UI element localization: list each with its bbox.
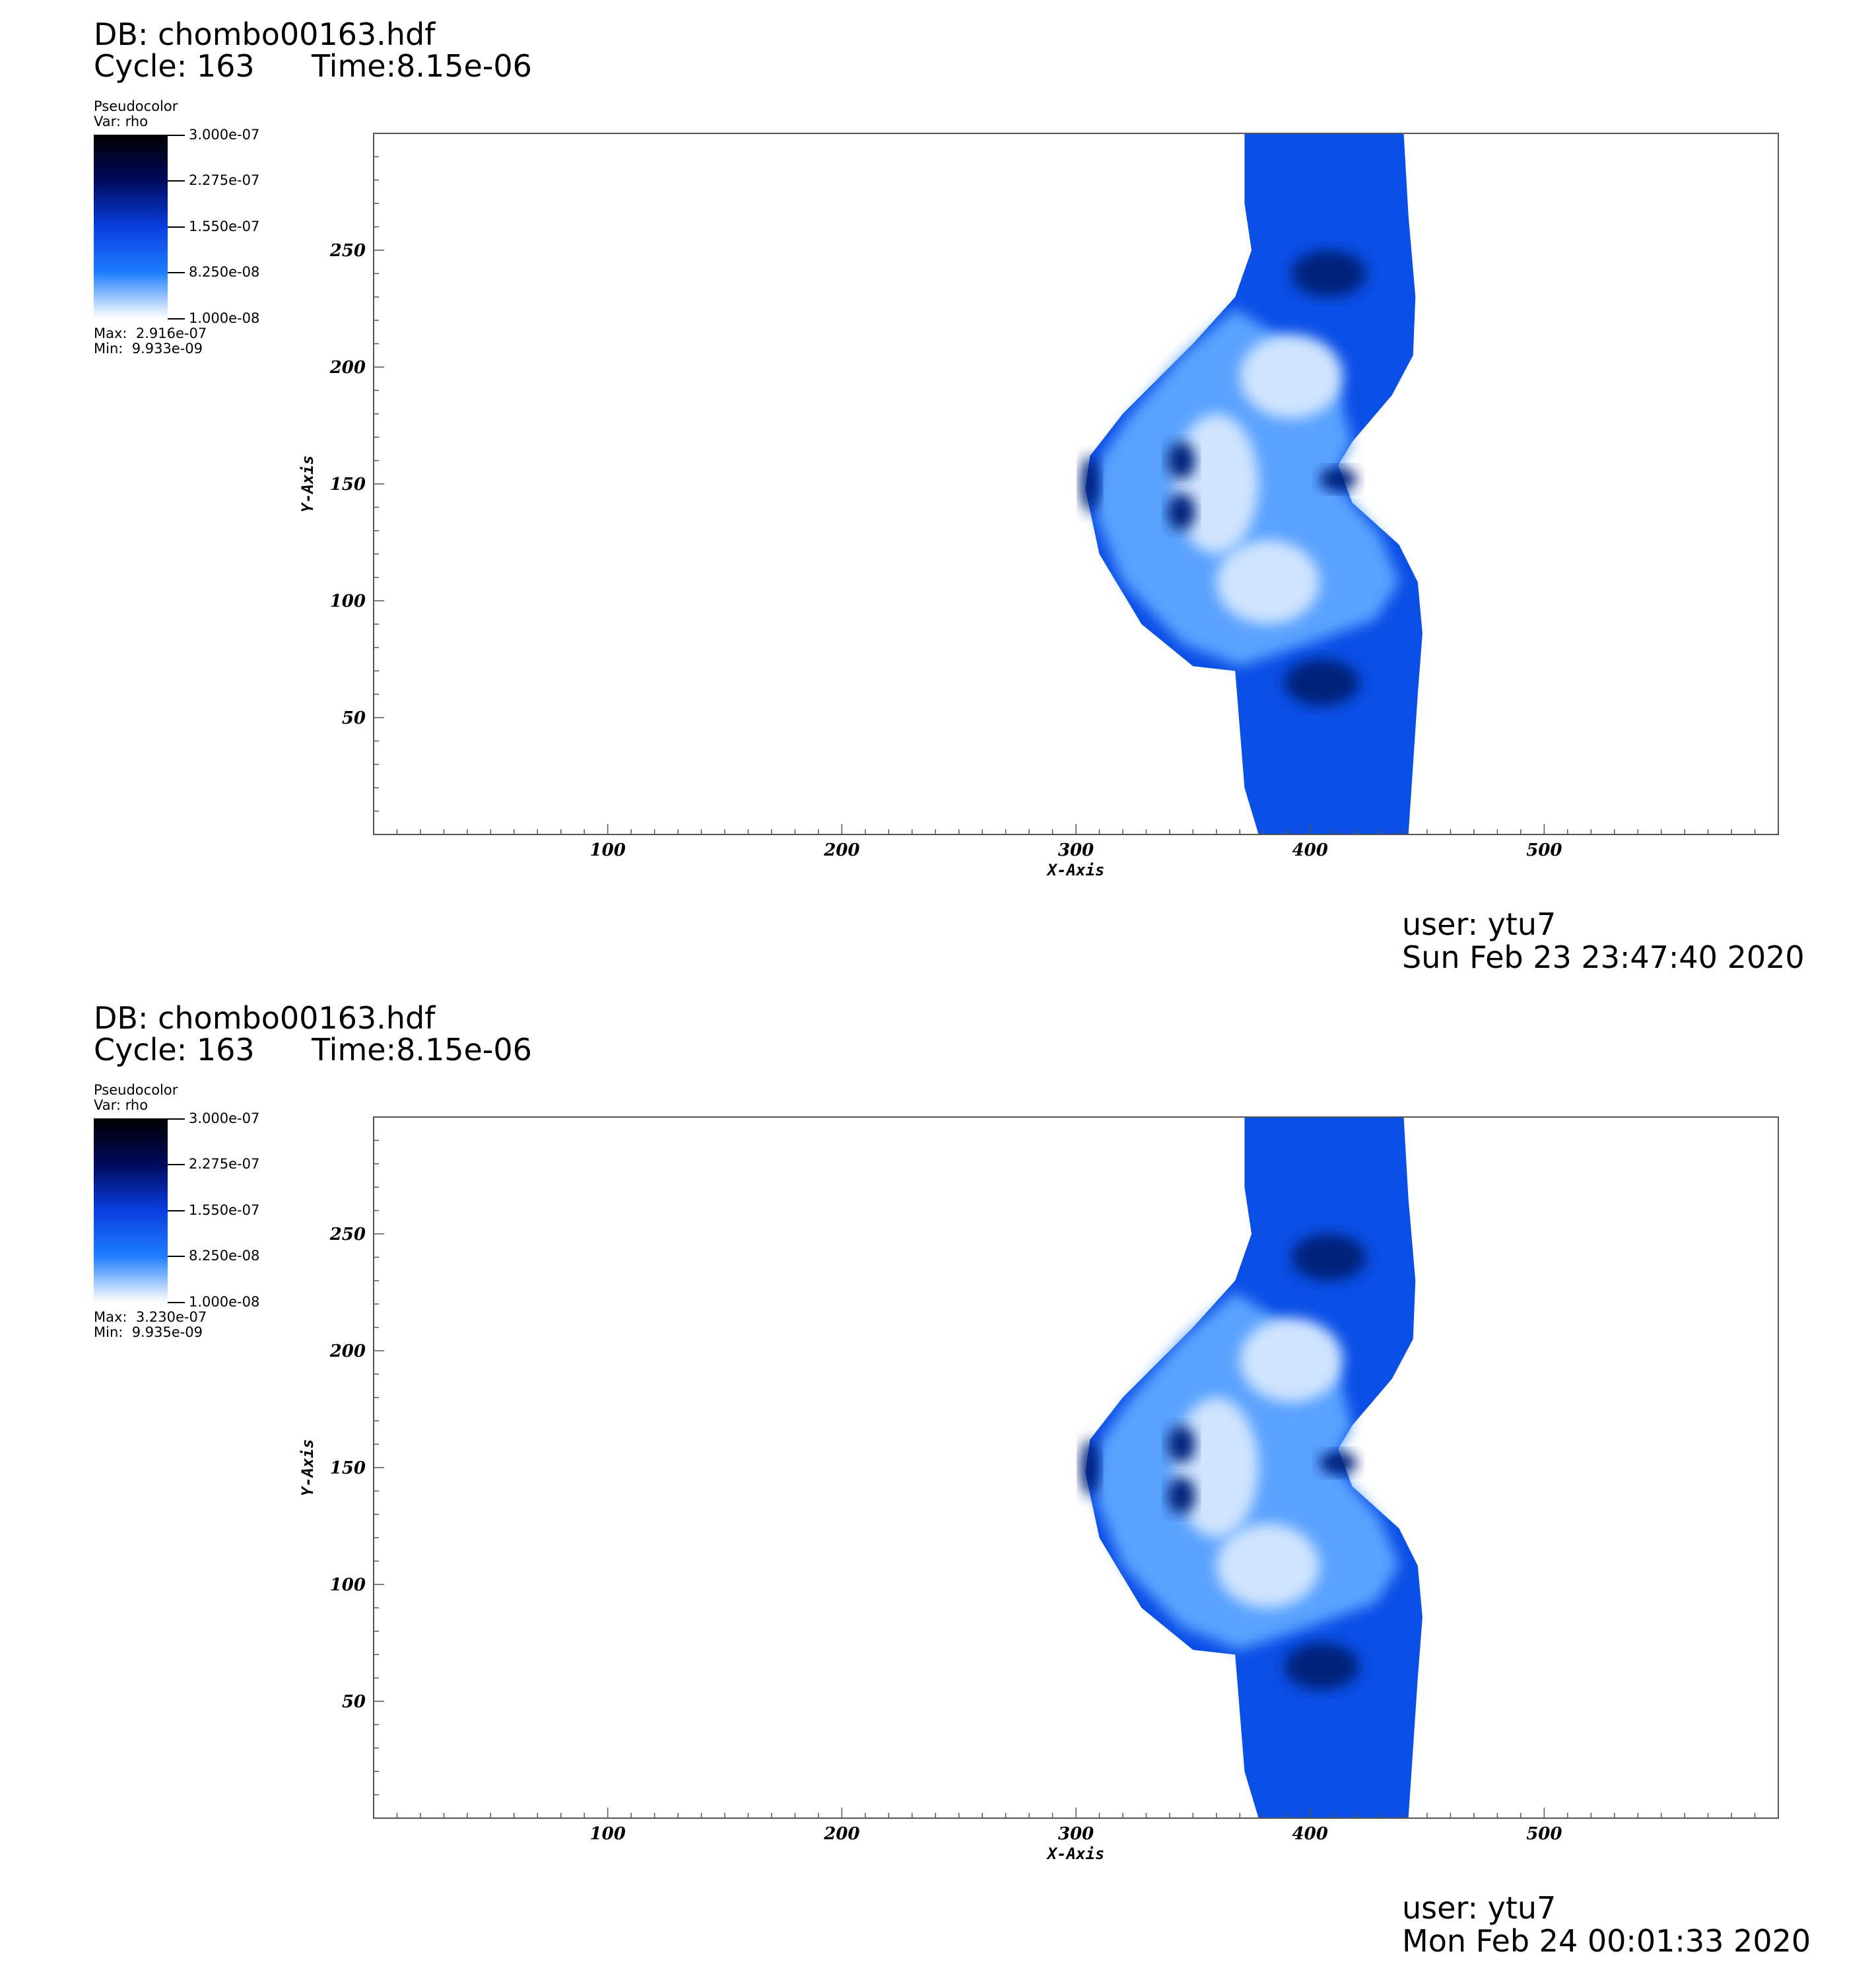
low-density-spot [1216, 1523, 1320, 1608]
x-tick-label: 400 [1292, 1824, 1328, 1844]
low-density-spot [1216, 539, 1320, 625]
high-density-core [1167, 1425, 1195, 1463]
max-value: Max: 2.916e-07 [94, 325, 207, 341]
colorbar-tick-label: 1.000e-08 [189, 1294, 260, 1310]
y-axis-title: Y-Axis [298, 1439, 317, 1497]
y-tick-label: 250 [329, 1225, 366, 1244]
x-tick-label: 300 [1058, 1824, 1094, 1844]
y-tick-label: 150 [330, 1458, 366, 1478]
y-tick-label: 50 [342, 1692, 366, 1712]
low-density-spot [1174, 1397, 1259, 1538]
plot-area: 100 200 300 400 500 50 100 150 200 250 X-Axis Y-Axi… [298, 133, 1779, 879]
date-label: Mon Feb 24 00:01:33 2020 [1402, 1923, 1811, 1959]
density-field [1081, 1117, 1423, 1818]
colorbar [94, 135, 168, 318]
colorbar-ticks: 3.000e-07 2.275e-07 1.550e-07 8.250e-08 … [168, 1110, 300, 1310]
plot-area: 100 200 300 400 500 50 100 150 200 250 X-Axis Y-Axi… [298, 1116, 1779, 1863]
time-value: Time:8.15e-06 [312, 1032, 532, 1068]
colorbar [94, 1118, 168, 1302]
high-density-core [1167, 442, 1195, 479]
database-name: DB: chombo00163.hdf [94, 17, 436, 52]
cycle-value: Cycle: 163 [94, 1032, 255, 1068]
time-value: Time:8.15e-06 [312, 48, 532, 84]
y-tick-label: 250 [329, 241, 366, 261]
high-density-core [1081, 456, 1100, 512]
y-tick-label: 50 [342, 708, 366, 728]
user-label: user: ytu7 [1402, 906, 1557, 942]
plot-panel-2: DB: chombo00163.hdf Cycle: 163 Time:8.15e… [0, 984, 1876, 1967]
high-density-core [1167, 1477, 1195, 1514]
high-density-core [1319, 1451, 1357, 1475]
legend-title: Pseudocolor [94, 1082, 178, 1098]
x-axis-title: X-Axis [1046, 861, 1105, 879]
x-tick-label: 100 [590, 1824, 626, 1844]
low-density-spot [1240, 334, 1343, 419]
y-tick-label: 150 [330, 475, 366, 494]
x-tick-label: 200 [823, 1824, 859, 1844]
colorbar-tick-label: 1.550e-07 [189, 1202, 260, 1218]
x-tick-label: 500 [1526, 840, 1562, 860]
cycle-label: Cycle: 163 Time:8.15e-06 [94, 48, 532, 84]
cycle-value: Cycle: 163 [94, 48, 255, 84]
x-tick-label: 500 [1526, 1824, 1562, 1844]
x-tick-label: 400 [1292, 840, 1328, 860]
colorbar-tick-label: 3.000e-07 [189, 1110, 260, 1126]
high-density-core [1167, 493, 1195, 531]
y-tick-label: 100 [330, 1575, 366, 1595]
colorbar-tick-label: 2.275e-07 [189, 172, 260, 188]
high-density-core [1081, 1439, 1100, 1496]
y-tick-label: 200 [329, 358, 366, 378]
high-density-core [1284, 659, 1360, 706]
date-label: Sun Feb 23 23:47:40 2020 [1402, 939, 1805, 975]
min-value: Min: 9.935e-09 [94, 1324, 203, 1340]
plot-frame [373, 133, 1779, 835]
low-density-spot [1174, 413, 1259, 555]
legend-variable: Var: rho [94, 114, 149, 129]
cycle-label: Cycle: 163 Time:8.15e-06 [94, 1032, 532, 1068]
high-density-core [1291, 1234, 1366, 1281]
legend-variable: Var: rho [94, 1097, 149, 1113]
density-field [1081, 133, 1423, 834]
max-value: Max: 3.230e-07 [94, 1309, 207, 1325]
database-name: DB: chombo00163.hdf [94, 1000, 436, 1036]
colorbar-tick-label: 8.250e-08 [189, 1248, 260, 1264]
low-density-spot [1240, 1318, 1343, 1402]
x-tick-label: 100 [590, 840, 626, 860]
y-tick-label: 100 [330, 592, 366, 611]
user-label: user: ytu7 [1402, 1890, 1557, 1926]
colorbar-tick-label: 8.250e-08 [189, 264, 260, 280]
x-tick-label: 300 [1058, 840, 1094, 860]
colorbar-tick-label: 2.275e-07 [189, 1156, 260, 1172]
min-value: Min: 9.933e-09 [94, 341, 203, 357]
colorbar-tick-label: 1.000e-08 [189, 310, 260, 326]
colorbar-tick-label: 1.550e-07 [189, 219, 260, 234]
high-density-core [1284, 1643, 1360, 1690]
x-tick-label: 200 [823, 840, 859, 860]
high-density-core [1291, 250, 1366, 297]
x-axis-title: X-Axis [1046, 1845, 1105, 1863]
legend-title: Pseudocolor [94, 98, 178, 114]
y-tick-label: 200 [329, 1342, 366, 1361]
high-density-core [1319, 467, 1357, 491]
y-axis-title: Y-Axis [298, 456, 317, 513]
colorbar-tick-label: 3.000e-07 [189, 127, 260, 143]
plot-panel-1: DB: chombo00163.hdf Cycle: 163 Time:8.15e… [0, 0, 1876, 984]
plot-frame [373, 1116, 1779, 1819]
colorbar-ticks: 3.000e-07 2.275e-07 1.550e-07 8.250e-08 … [168, 127, 300, 326]
